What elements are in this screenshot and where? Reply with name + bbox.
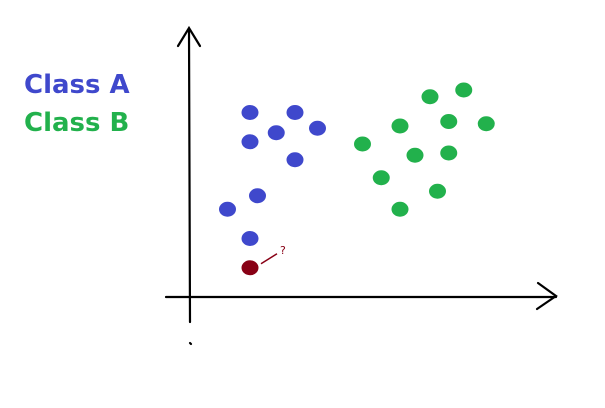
- class-b-point: [354, 136, 371, 152]
- class-b-point: [440, 145, 458, 161]
- class-a-point: [241, 231, 259, 246]
- class-a-point: [241, 134, 259, 150]
- legend-class-a: Class A: [24, 70, 130, 100]
- y-axis-arrowhead: [176, 25, 202, 48]
- points-layer: [219, 82, 495, 246]
- y-axis: [187, 28, 192, 324]
- class-b-point: [391, 201, 409, 217]
- class-a-point: [286, 152, 304, 168]
- class-a-point: [286, 105, 304, 120]
- query-layer: ?: [241, 244, 286, 276]
- class-b-point: [406, 147, 424, 163]
- class-a-point: [219, 201, 236, 217]
- query-point: [241, 260, 259, 276]
- class-b-point: [455, 82, 473, 98]
- class-b-point: [421, 89, 439, 105]
- class-a-point: [249, 188, 266, 204]
- class-b-point: [477, 116, 495, 132]
- query-pointer-line: [260, 253, 278, 265]
- class-b-point: [440, 114, 458, 129]
- axes: [164, 25, 558, 346]
- query-label: ?: [280, 244, 286, 257]
- class-a-point: [267, 125, 285, 141]
- legend-class-b: Class B: [24, 108, 130, 138]
- legend: Class A Class B: [24, 66, 130, 142]
- class-b-point: [391, 118, 409, 134]
- class-a-point: [241, 105, 259, 120]
- class-b-point: [372, 170, 390, 186]
- axis-tick-mark: [188, 341, 193, 346]
- x-axis-arrowhead: [535, 281, 558, 311]
- class-a-point: [309, 120, 326, 136]
- class-b-point: [429, 183, 446, 199]
